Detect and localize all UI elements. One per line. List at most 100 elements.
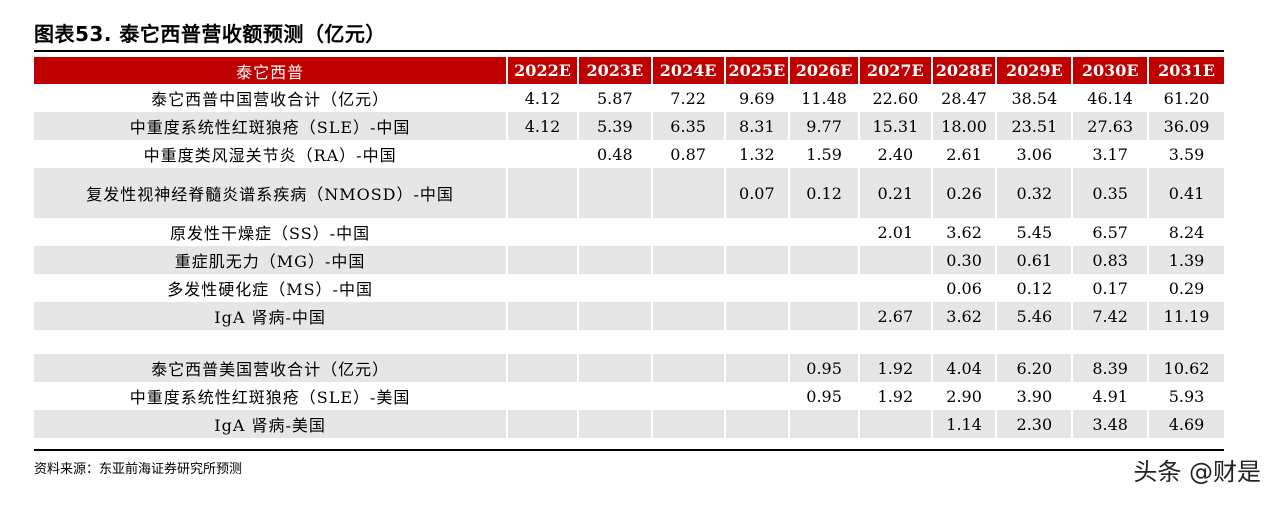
table-row: 中重度系统性红斑狼疮（SLE）-美国 0.95 1.92 2.90 3.90 4.91 5.… <box>34 382 1224 410</box>
value-cell: 38.54 <box>995 84 1073 112</box>
value-cell <box>723 410 790 438</box>
value-cell: 0.35 <box>1071 168 1149 218</box>
value-cell <box>506 168 578 218</box>
value-cell: 1.92 <box>857 354 932 382</box>
value-cell <box>857 330 932 354</box>
value-cell: 3.17 <box>1071 140 1149 168</box>
header-year: 2030E <box>1071 57 1149 84</box>
value-cell <box>506 330 578 354</box>
header-year: 2029E <box>995 57 1073 84</box>
value-cell: 4.12 <box>506 112 578 140</box>
value-cell <box>650 354 725 382</box>
value-cell: 0.95 <box>788 382 859 410</box>
value-cell <box>576 218 652 246</box>
watermark: 头条 @财是 <box>1133 458 1261 486</box>
header-year: 2024E <box>650 57 725 84</box>
value-cell: 5.45 <box>995 218 1073 246</box>
value-cell <box>723 302 790 330</box>
value-cell <box>788 410 859 438</box>
value-cell: 0.95 <box>788 354 859 382</box>
value-cell: 6.57 <box>1071 218 1149 246</box>
value-cell <box>788 218 859 246</box>
value-cell: 0.12 <box>995 274 1073 302</box>
value-cell: 3.62 <box>930 302 997 330</box>
table-row: 中重度系统性红斑狼疮（SLE）-中国 4.12 5.39 6.35 8.31 9.77 15… <box>34 112 1224 140</box>
value-cell <box>650 410 725 438</box>
row-label: 中重度类风湿关节炎（RA）-中国 <box>143 146 397 165</box>
value-cell: 4.69 <box>1147 410 1224 438</box>
row-label: IgA 肾病-中国 <box>34 302 508 330</box>
table-row: 复发性视神经脊髓炎谱系疾病（NMOSD）-中国 0.07 0.12 0.21 0.26 0… <box>34 168 1224 218</box>
value-cell: 9.77 <box>788 112 859 140</box>
value-cell <box>650 330 725 354</box>
table-row: 泰它西普美国营收合计（亿元） 0.95 1.92 4.04 6.20 8.39 10.62 <box>34 354 1224 382</box>
value-cell: 0.21 <box>857 168 932 218</box>
value-cell: 1.59 <box>788 140 859 168</box>
value-cell: 11.19 <box>1147 302 1224 330</box>
value-cell <box>576 168 652 218</box>
value-cell: 4.12 <box>506 84 578 112</box>
row-label: 泰它西普中国营收合计（亿元） <box>151 90 390 109</box>
value-cell: 15.31 <box>857 112 932 140</box>
value-cell: 2.40 <box>857 140 932 168</box>
forecast-table: 泰它西普 2022E 2023E 2024E 2025E 2026E 2027E… <box>34 57 1224 438</box>
header-year: 2026E <box>788 57 859 84</box>
value-cell: 6.20 <box>995 354 1073 382</box>
value-cell <box>723 382 790 410</box>
value-cell <box>788 330 859 354</box>
value-cell: 2.61 <box>930 140 997 168</box>
value-cell <box>723 218 790 246</box>
value-cell <box>723 246 790 274</box>
value-cell: 0.17 <box>1071 274 1149 302</box>
table-row: 重症肌无力（MG）-中国 0.30 0.61 0.83 1.39 <box>34 246 1224 274</box>
value-cell: 4.91 <box>1071 382 1149 410</box>
value-cell: 1.32 <box>723 140 790 168</box>
value-cell: 2.30 <box>995 410 1073 438</box>
value-cell: 1.39 <box>1147 246 1224 274</box>
table-row <box>34 330 1224 354</box>
value-cell: 1.92 <box>857 382 932 410</box>
value-cell <box>576 382 652 410</box>
value-cell <box>788 274 859 302</box>
table-row: 泰它西普中国营收合计（亿元） 4.12 5.87 7.22 9.69 11.48 22.60… <box>34 84 1224 112</box>
row-label: 多发性硬化症（MS）-中国 <box>167 280 373 299</box>
value-cell <box>650 168 725 218</box>
value-cell: 0.61 <box>995 246 1073 274</box>
value-cell <box>506 140 578 168</box>
value-cell: 18.00 <box>930 112 997 140</box>
value-cell: 27.63 <box>1071 112 1149 140</box>
header-label: 泰它西普 <box>34 57 508 84</box>
value-cell <box>650 382 725 410</box>
value-cell: 6.35 <box>650 112 725 140</box>
header-year: 2027E <box>857 57 932 84</box>
value-cell: 2.01 <box>857 218 932 246</box>
table-row: 中重度类风湿关节炎（RA）-中国 0.48 0.87 1.32 1.59 2.40 2.61… <box>34 140 1224 168</box>
value-cell <box>576 246 652 274</box>
value-cell <box>857 246 932 274</box>
value-cell: 0.32 <box>995 168 1073 218</box>
value-cell <box>1071 330 1149 354</box>
value-cell <box>788 302 859 330</box>
value-cell <box>995 330 1073 354</box>
value-cell <box>1147 330 1224 354</box>
value-cell <box>650 302 725 330</box>
value-cell <box>506 246 578 274</box>
value-cell: 5.93 <box>1147 382 1224 410</box>
value-cell: 23.51 <box>995 112 1073 140</box>
value-cell: 8.31 <box>723 112 790 140</box>
table-row: 原发性干燥症（SS）-中国 2.01 3.62 5.45 6.57 8.24 <box>34 218 1224 246</box>
header-year: 2022E <box>506 57 578 84</box>
value-cell <box>506 382 578 410</box>
value-cell: 2.67 <box>857 302 932 330</box>
value-cell <box>857 410 932 438</box>
value-cell: 28.47 <box>930 84 997 112</box>
value-cell <box>650 274 725 302</box>
row-label: 泰它西普美国营收合计（亿元） <box>34 354 508 382</box>
header-year: 2023E <box>576 57 652 84</box>
value-cell: 46.14 <box>1071 84 1149 112</box>
value-cell <box>930 330 997 354</box>
title-rule <box>34 50 1224 52</box>
value-cell: 0.12 <box>788 168 859 218</box>
value-cell: 1.14 <box>930 410 997 438</box>
row-label: 重症肌无力（MG）-中国 <box>34 246 508 274</box>
